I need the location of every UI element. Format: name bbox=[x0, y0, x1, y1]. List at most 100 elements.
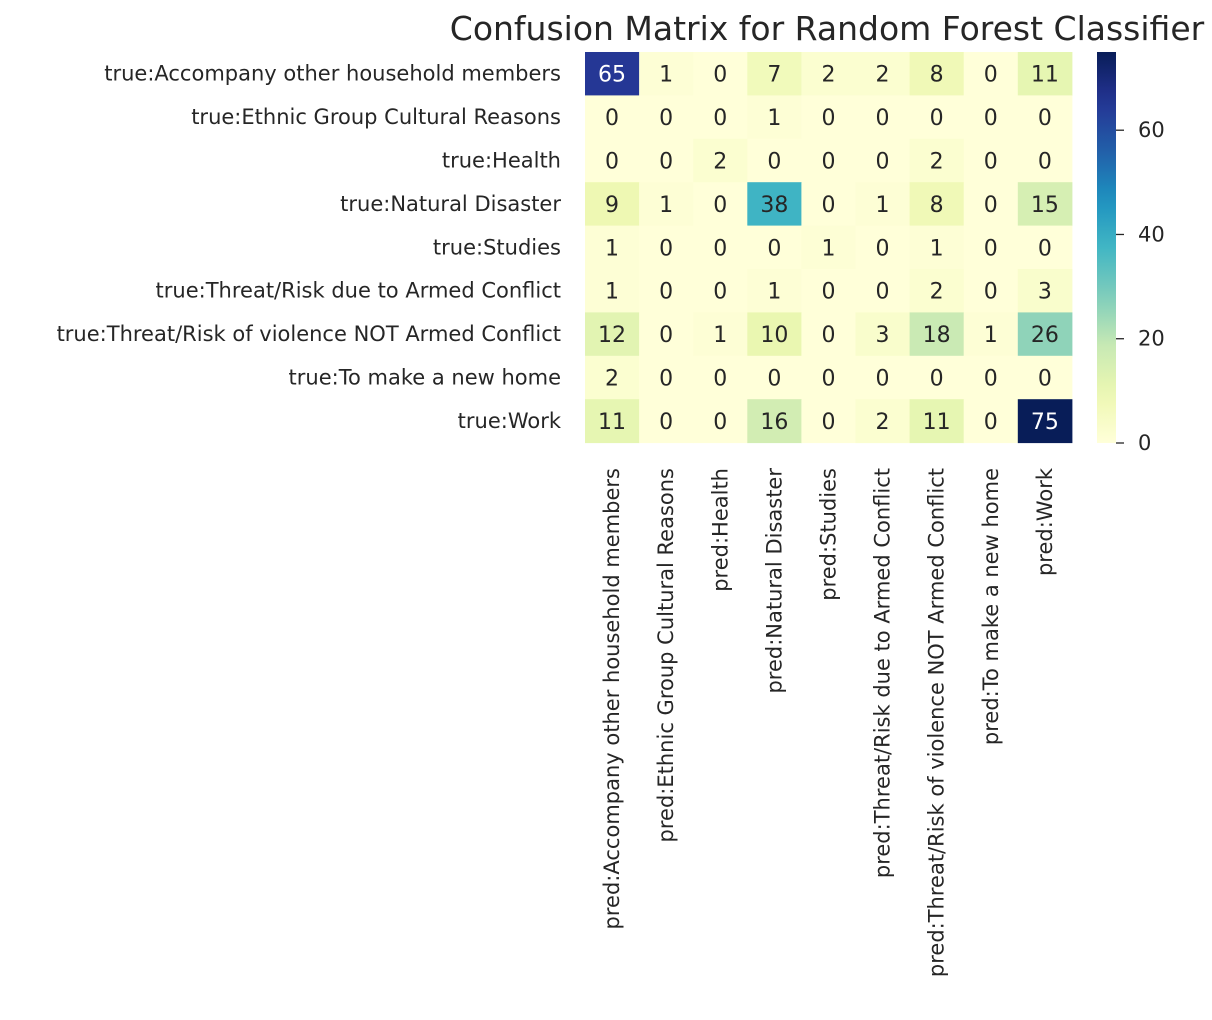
cell-value-labels: 65 1 0 7 2 2 8 0 110 0 0 1 0 0 0 0 00 0 2 0 0 0 2 0 09 1 0 38 0 1 8 0 15… bbox=[598, 63, 1059, 435]
cell-value-label: 0 bbox=[984, 236, 998, 261]
cell-value-label: 1 bbox=[659, 193, 673, 218]
row-label: true:Threat/Risk due to Armed Conflict bbox=[156, 279, 561, 303]
heatmap-cell bbox=[855, 355, 911, 400]
cell-value-label: 26 bbox=[1031, 323, 1059, 348]
cell-value-label: 1 bbox=[659, 63, 673, 88]
cell-value-label: 0 bbox=[930, 367, 944, 392]
heatmap-cell bbox=[855, 95, 911, 140]
heatmap-cell bbox=[639, 182, 694, 227]
heatmap-cell bbox=[639, 269, 694, 313]
column-label: pred:To make a new home bbox=[979, 468, 1003, 745]
cell-value-label: 1 bbox=[767, 106, 781, 131]
colorbar-gradient bbox=[1097, 52, 1116, 443]
heatmap-cell bbox=[963, 182, 1019, 227]
heatmap-cell bbox=[909, 399, 965, 444]
heatmap-cell bbox=[747, 355, 802, 400]
row-label: true:Work bbox=[458, 409, 562, 433]
cell-value-label: 8 bbox=[930, 63, 944, 88]
heatmap-cell bbox=[1017, 355, 1073, 400]
cell-value-label: 10 bbox=[760, 323, 788, 348]
cell-value-label: 0 bbox=[713, 280, 727, 305]
heatmap-cell bbox=[585, 95, 640, 140]
heatmap-cell bbox=[639, 225, 694, 270]
cell-value-label: 8 bbox=[930, 193, 944, 218]
heatmap-cell bbox=[747, 312, 802, 357]
cell-value-label: 0 bbox=[984, 63, 998, 88]
cell-value-label: 1 bbox=[767, 280, 781, 305]
cell-value-label: 0 bbox=[984, 106, 998, 131]
cell-value-label: 0 bbox=[1038, 150, 1052, 175]
cell-value-label: 0 bbox=[713, 63, 727, 88]
heatmap-cell bbox=[693, 355, 748, 400]
heatmap-cell bbox=[801, 355, 856, 400]
colorbar-tick-label: 40 bbox=[1138, 222, 1165, 246]
column-label: pred:Health bbox=[708, 468, 732, 592]
row-label: true:Ethnic Group Cultural Reasons bbox=[191, 105, 561, 129]
heatmap-cell bbox=[639, 399, 694, 444]
heatmap-cell bbox=[747, 138, 802, 183]
cell-value-label: 65 bbox=[598, 63, 626, 88]
heatmap-cell bbox=[585, 138, 640, 183]
cell-value-label: 2 bbox=[713, 150, 727, 175]
heatmap-cell bbox=[1017, 95, 1073, 140]
heatmap-cell bbox=[909, 355, 965, 400]
heatmap-cell bbox=[801, 52, 856, 96]
cell-value-label: 0 bbox=[876, 280, 890, 305]
cell-value-label: 2 bbox=[930, 280, 944, 305]
cell-value-label: 0 bbox=[713, 106, 727, 131]
heatmap-cell bbox=[585, 52, 640, 96]
heatmap-cell bbox=[909, 52, 965, 96]
cell-value-label: 0 bbox=[821, 323, 835, 348]
cell-value-label: 0 bbox=[767, 150, 781, 175]
cell-value-label: 0 bbox=[821, 280, 835, 305]
column-label: pred:Ethnic Group Cultural Reasons bbox=[654, 468, 678, 842]
colorbar: 0 20 40 60 bbox=[1097, 52, 1165, 455]
heatmap-cell bbox=[801, 182, 856, 227]
cell-value-label: 2 bbox=[876, 410, 890, 435]
cell-value-label: 3 bbox=[876, 323, 890, 348]
cell-value-label: 15 bbox=[1031, 193, 1059, 218]
cell-value-label: 0 bbox=[984, 150, 998, 175]
cell-value-label: 0 bbox=[821, 193, 835, 218]
heatmap-cell bbox=[855, 399, 911, 444]
heatmap-cell bbox=[585, 269, 640, 313]
cell-value-label: 0 bbox=[659, 106, 673, 131]
heatmap-cell bbox=[1017, 52, 1073, 96]
heatmap-cell bbox=[1017, 138, 1073, 183]
heatmap-cell bbox=[855, 52, 911, 96]
row-label: true:Studies bbox=[433, 235, 561, 259]
colorbar-tick-label: 20 bbox=[1138, 327, 1165, 351]
cell-value-label: 0 bbox=[984, 367, 998, 392]
heatmap-cell bbox=[963, 399, 1019, 444]
cell-value-label: 0 bbox=[984, 410, 998, 435]
cell-value-label: 0 bbox=[876, 367, 890, 392]
cell-value-label: 16 bbox=[760, 410, 788, 435]
cell-value-label: 0 bbox=[1038, 106, 1052, 131]
cell-value-label: 0 bbox=[876, 150, 890, 175]
cell-value-label: 0 bbox=[659, 410, 673, 435]
column-label: pred:Studies bbox=[816, 468, 840, 601]
cell-value-label: 0 bbox=[767, 236, 781, 261]
cell-value-label: 11 bbox=[1031, 63, 1059, 88]
heatmap-cell bbox=[1017, 225, 1073, 270]
row-labels: true:Accompany other household members tr… bbox=[57, 62, 562, 433]
row-label: true:Natural Disaster bbox=[340, 192, 561, 216]
heatmap-cell bbox=[801, 269, 856, 313]
heatmap-cell bbox=[693, 138, 748, 183]
row-label: true:Threat/Risk of violence NOT Armed C… bbox=[57, 322, 561, 346]
cell-value-label: 0 bbox=[767, 367, 781, 392]
cell-value-label: 1 bbox=[930, 236, 944, 261]
heatmap-cell bbox=[963, 52, 1019, 96]
cell-value-label: 0 bbox=[659, 323, 673, 348]
chart-title: Confusion Matrix for Random Forest Class… bbox=[450, 9, 1205, 48]
cell-value-label: 0 bbox=[876, 236, 890, 261]
heatmap-cell bbox=[909, 182, 965, 227]
heatmap-cell bbox=[855, 225, 911, 270]
column-labels: pred:Accompany other household members pr… bbox=[600, 467, 1057, 977]
cell-value-label: 0 bbox=[821, 410, 835, 435]
heatmap-grid bbox=[585, 52, 1073, 444]
cell-value-label: 0 bbox=[659, 367, 673, 392]
cell-value-label: 0 bbox=[821, 106, 835, 131]
column-label: pred:Threat/Risk of violence NOT Armed C… bbox=[925, 468, 949, 977]
